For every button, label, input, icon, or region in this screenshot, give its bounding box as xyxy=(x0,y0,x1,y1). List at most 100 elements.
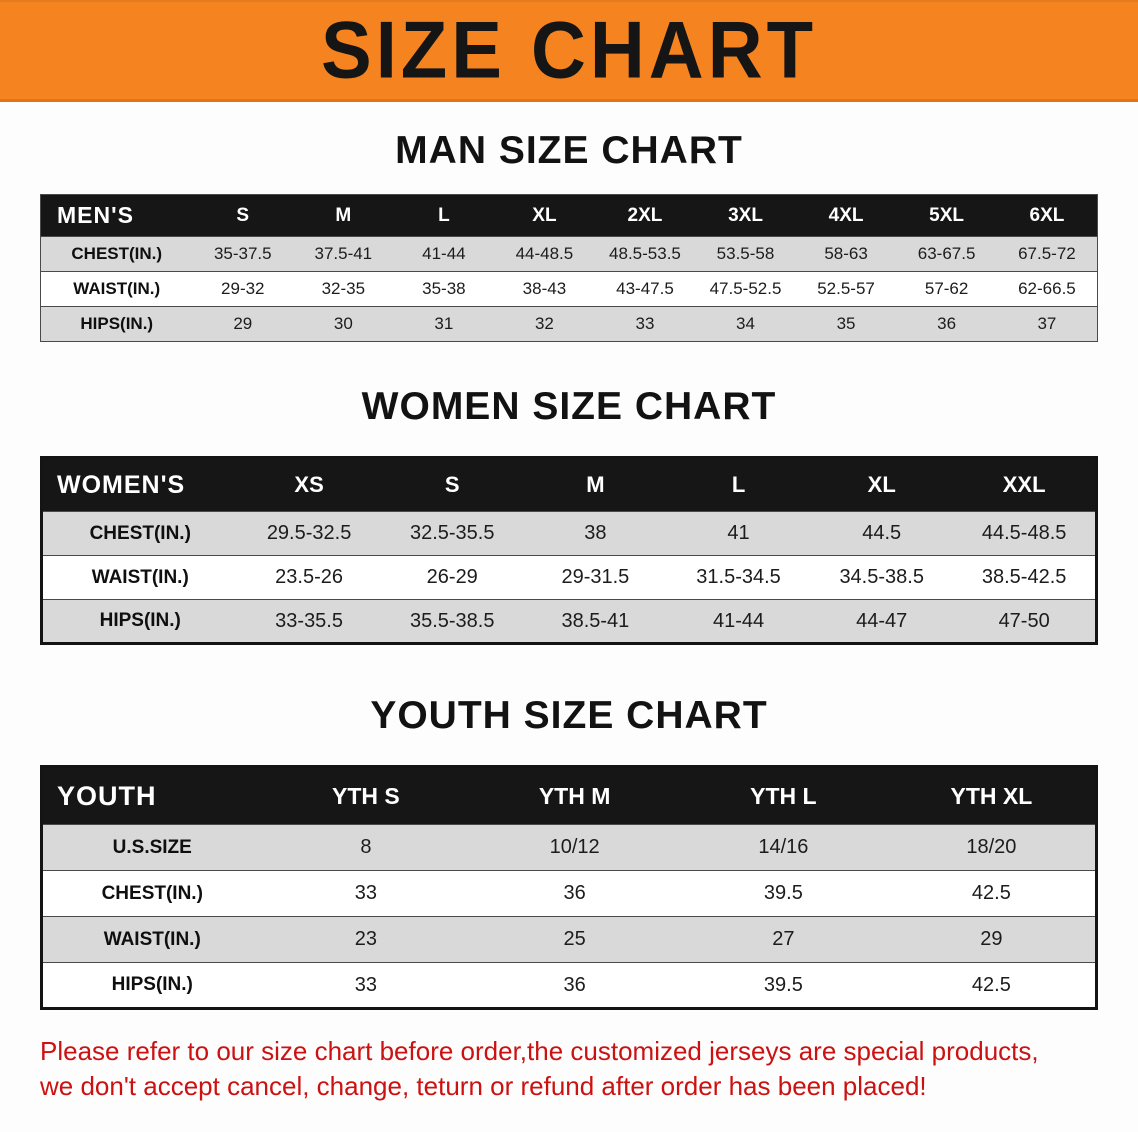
measurement-label-cell: CHEST(IN.) xyxy=(41,511,238,556)
measurement-value-cell: 41-44 xyxy=(666,599,811,644)
size-header-cell: S xyxy=(192,194,294,237)
size-header-cell: L xyxy=(666,457,811,512)
table-row: HIPS(IN.) 33-35.5 35.5-38.5 38.5-41 41-44 44-… xyxy=(41,599,1097,644)
measurement-value-cell: 31 xyxy=(393,306,495,342)
measurement-value-cell: 52.5-57 xyxy=(795,271,897,307)
measurement-value-cell: 32.5-35.5 xyxy=(380,511,524,556)
disclaimer: Please refer to our size chart before or… xyxy=(40,1034,1100,1104)
measurement-value-cell: 62-66.5 xyxy=(996,271,1098,307)
measurement-value-cell: 35-37.5 xyxy=(192,236,294,272)
measurement-value-cell: 33 xyxy=(261,870,471,917)
measurement-value-cell: 32-35 xyxy=(293,271,394,307)
measurement-value-cell: 14/16 xyxy=(679,824,888,871)
measurement-value-cell: 38 xyxy=(523,511,667,556)
page-title: SIZE CHART xyxy=(321,5,817,96)
size-header-cell: 2XL xyxy=(594,194,696,237)
banner: SIZE CHART xyxy=(0,0,1138,102)
youth-size-table: YOUTH YTH S YTH M YTH L YTH XL U.S.SIZE 8 10/12… xyxy=(40,765,1098,1010)
measurement-value-cell: 29 xyxy=(887,916,1097,963)
size-header-cell: L xyxy=(393,194,495,237)
measurement-value-cell: 44-48.5 xyxy=(494,236,595,272)
measurement-value-cell: 26-29 xyxy=(380,555,524,600)
size-header-cell: S xyxy=(380,457,524,512)
size-header-cell: YTH S xyxy=(261,766,471,825)
measurement-label-cell: CHEST(IN.) xyxy=(41,870,262,917)
table-header-row: WOMEN'S XS S M L XL XXL xyxy=(41,457,1097,512)
size-header-cell: XL xyxy=(810,457,954,512)
table-title-cell: MEN'S xyxy=(40,194,193,237)
table-title-cell: YOUTH xyxy=(41,766,262,825)
measurement-label-cell: WAIST(IN.) xyxy=(41,916,262,963)
measurement-value-cell: 57-62 xyxy=(896,271,997,307)
size-header-cell: YTH M xyxy=(470,766,679,825)
measurement-value-cell: 29-31.5 xyxy=(523,555,667,600)
disclaimer-line-2: we don't accept cancel, change, teturn o… xyxy=(40,1071,927,1101)
measurement-value-cell: 41-44 xyxy=(393,236,495,272)
measurement-value-cell: 35 xyxy=(795,306,897,342)
measurement-label-cell: CHEST(IN.) xyxy=(40,236,193,272)
measurement-value-cell: 37.5-41 xyxy=(293,236,394,272)
measurement-value-cell: 48.5-53.5 xyxy=(594,236,696,272)
measurement-value-cell: 39.5 xyxy=(679,870,888,917)
measurement-value-cell: 29.5-32.5 xyxy=(237,511,381,556)
measurement-value-cell: 38.5-41 xyxy=(523,599,667,644)
measurement-value-cell: 47-50 xyxy=(953,599,1097,644)
women-size-table: WOMEN'S XS S M L XL XXL CHEST(IN.) 29.5-32.5 32.5… xyxy=(40,456,1098,645)
measurement-label-cell: WAIST(IN.) xyxy=(41,555,238,600)
section-heading-men: MAN SIZE CHART xyxy=(395,129,743,172)
measurement-value-cell: 23 xyxy=(261,916,471,963)
measurement-value-cell: 39.5 xyxy=(679,962,888,1009)
table-row: CHEST(IN.) 35-37.5 37.5-41 41-44 44-48.5 48.5… xyxy=(40,236,1098,272)
section-heading-youth: YOUTH SIZE CHART xyxy=(370,694,768,737)
men-size-section: MAN SIZE CHART MEN'S S M L XL 2XL 3XL 4XL 5XL 6XL… xyxy=(0,128,1138,342)
size-header-cell: M xyxy=(293,194,394,237)
measurement-value-cell: 38.5-42.5 xyxy=(953,555,1097,600)
measurement-value-cell: 63-67.5 xyxy=(896,236,997,272)
measurement-value-cell: 33 xyxy=(261,962,471,1009)
size-header-cell: YTH L xyxy=(679,766,888,825)
table-header-row: MEN'S S M L XL 2XL 3XL 4XL 5XL 6XL xyxy=(40,194,1098,237)
measurement-label-cell: U.S.SIZE xyxy=(41,824,262,871)
measurement-label-cell: HIPS(IN.) xyxy=(41,599,238,644)
table-title-cell: WOMEN'S xyxy=(41,457,238,512)
measurement-value-cell: 67.5-72 xyxy=(996,236,1098,272)
measurement-value-cell: 36 xyxy=(470,870,679,917)
measurement-value-cell: 37 xyxy=(996,306,1098,342)
men-size-table: MEN'S S M L XL 2XL 3XL 4XL 5XL 6XL CHEST(IN.) 35-37… xyxy=(40,194,1098,342)
measurement-value-cell: 43-47.5 xyxy=(594,271,696,307)
table-row: WAIST(IN.) 23 25 27 29 xyxy=(41,916,1097,963)
measurement-value-cell: 35-38 xyxy=(393,271,495,307)
measurement-value-cell: 33 xyxy=(594,306,696,342)
table-row: U.S.SIZE 8 10/12 14/16 18/20 xyxy=(41,824,1097,871)
measurement-value-cell: 23.5-26 xyxy=(237,555,381,600)
measurement-value-cell: 10/12 xyxy=(470,824,679,871)
measurement-value-cell: 33-35.5 xyxy=(237,599,381,644)
measurement-value-cell: 35.5-38.5 xyxy=(380,599,524,644)
size-header-cell: XL xyxy=(494,194,595,237)
measurement-label-cell: HIPS(IN.) xyxy=(40,306,193,342)
table-row: WAIST(IN.) 29-32 32-35 35-38 38-43 43-47.5 47.… xyxy=(40,271,1098,307)
table-row: HIPS(IN.) 29 30 31 32 33 34 35 36 37 xyxy=(40,306,1098,342)
size-header-cell: M xyxy=(523,457,667,512)
size-header-cell: YTH XL xyxy=(887,766,1097,825)
measurement-value-cell: 41 xyxy=(666,511,811,556)
table-row: CHEST(IN.) 33 36 39.5 42.5 xyxy=(41,870,1097,917)
measurement-label-cell: HIPS(IN.) xyxy=(41,962,262,1009)
measurement-value-cell: 29 xyxy=(192,306,294,342)
size-header-cell: XS xyxy=(237,457,381,512)
measurement-value-cell: 58-63 xyxy=(795,236,897,272)
measurement-value-cell: 44.5-48.5 xyxy=(953,511,1097,556)
measurement-value-cell: 44-47 xyxy=(810,599,954,644)
measurement-value-cell: 36 xyxy=(470,962,679,1009)
size-header-cell: 5XL xyxy=(896,194,997,237)
size-header-cell: 4XL xyxy=(795,194,897,237)
measurement-value-cell: 32 xyxy=(494,306,595,342)
measurement-value-cell: 29-32 xyxy=(192,271,294,307)
measurement-value-cell: 47.5-52.5 xyxy=(695,271,796,307)
measurement-value-cell: 36 xyxy=(896,306,997,342)
measurement-value-cell: 42.5 xyxy=(887,962,1097,1009)
table-header-row: YOUTH YTH S YTH M YTH L YTH XL xyxy=(41,766,1097,825)
section-heading-women: WOMEN SIZE CHART xyxy=(361,385,777,428)
size-header-cell: 6XL xyxy=(996,194,1098,237)
